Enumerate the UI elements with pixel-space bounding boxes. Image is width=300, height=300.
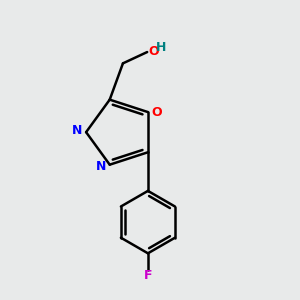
Text: O: O: [152, 106, 162, 118]
Text: F: F: [144, 268, 152, 281]
Text: O: O: [148, 45, 159, 58]
Text: N: N: [96, 160, 106, 173]
Text: N: N: [72, 124, 83, 137]
Text: H: H: [156, 41, 166, 54]
